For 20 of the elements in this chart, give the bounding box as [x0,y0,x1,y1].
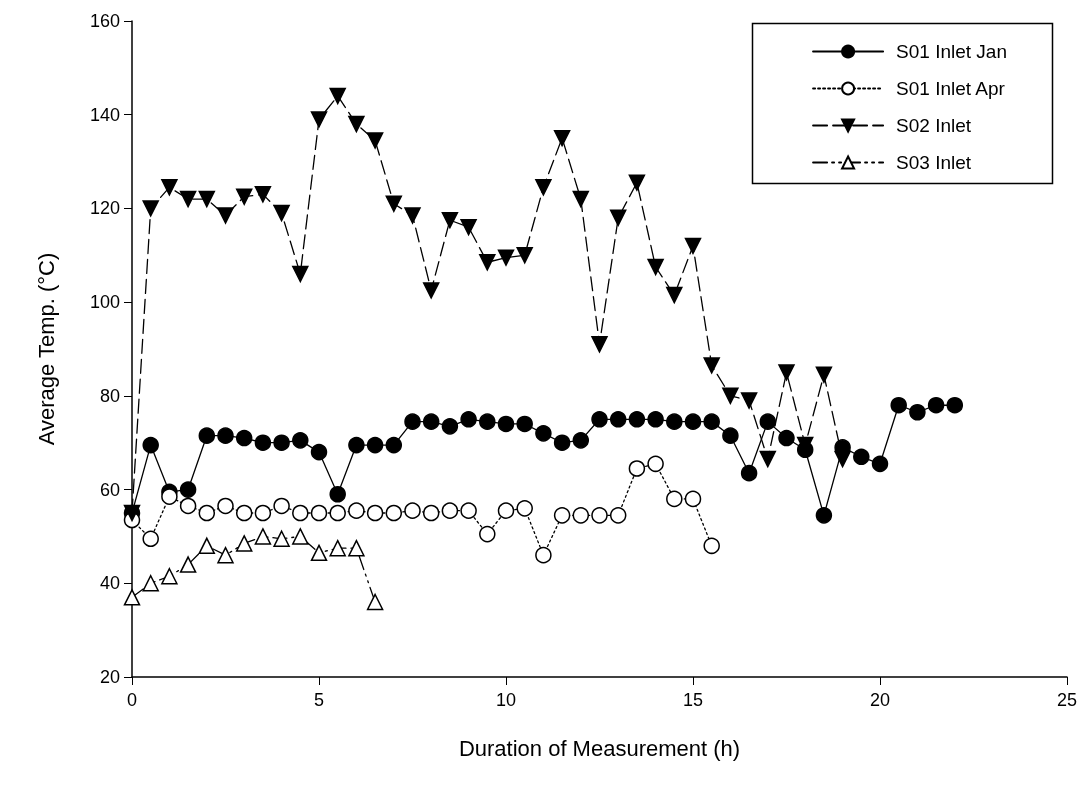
y-tick-label: 60 [99,479,120,500]
legend-label: S01 Inlet Apr [896,78,1006,99]
y-tick-label: 120 [89,198,120,219]
x-tick-label: 15 [682,690,704,710]
legend-label: S03 Inlet [896,152,972,173]
x-tick-label: 0 [126,690,138,710]
x-axis-title: Duration of Measurement (h) [458,735,741,761]
y-tick-label: 160 [89,11,120,31]
y-tick-label: 100 [89,292,120,313]
y-tick-label: 140 [89,104,120,125]
legend-label: S01 Inlet Jan [896,41,1008,62]
legend-label: S02 Inlet [896,115,972,136]
x-tick-label: 20 [869,690,891,710]
y-axis-title: Average Temp. (°C) [33,252,59,446]
x-tick-label: 25 [1056,690,1078,710]
x-tick-label: 5 [313,690,325,710]
x-tick-label: 10 [495,690,517,710]
y-tick-label: 80 [99,385,120,406]
y-tick-label: 20 [99,667,120,687]
y-tick-label: 40 [99,573,120,594]
